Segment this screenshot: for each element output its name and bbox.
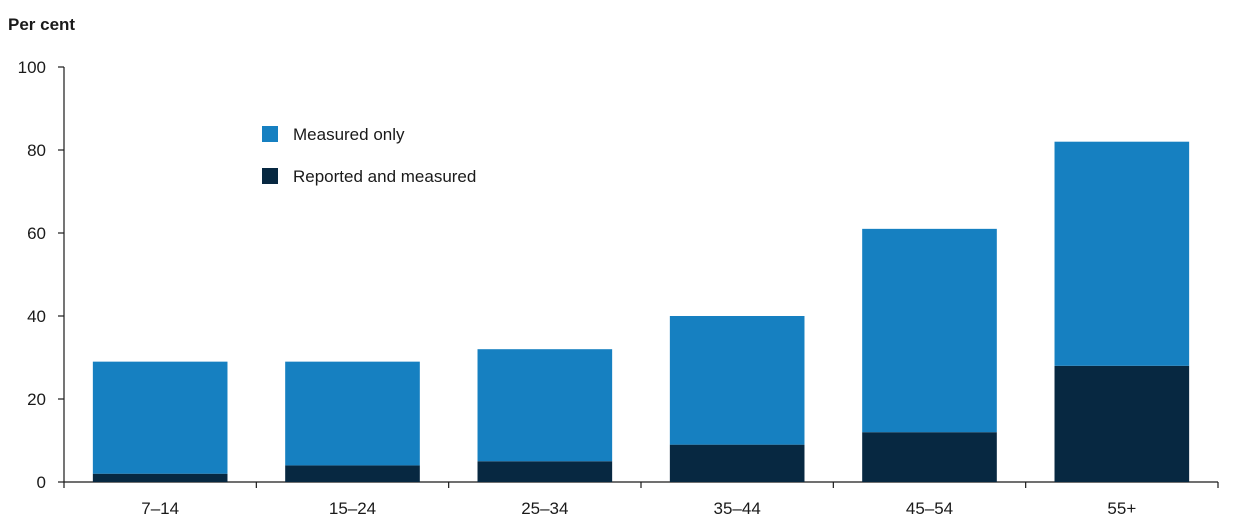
x-tick-label: 25–34 (521, 499, 568, 518)
legend-swatch-reported-and-measured (262, 168, 278, 184)
x-tick-label: 15–24 (329, 499, 376, 518)
x-tick-label: 45–54 (906, 499, 953, 518)
y-tick-label: 100 (18, 58, 46, 77)
measured-only-bar (669, 316, 805, 445)
y-tick-label: 0 (37, 473, 46, 492)
legend-label-measured-only: Measured only (293, 125, 405, 144)
y-tick-label: 60 (27, 224, 46, 243)
y-tick-label: 40 (27, 307, 46, 326)
reported-and-measured-bar (477, 461, 613, 482)
reported-and-measured-bar (92, 473, 228, 482)
y-tick-label: 20 (27, 390, 46, 409)
legend-label-reported-and-measured: Reported and measured (293, 167, 476, 186)
measured-only-bar (862, 228, 997, 433)
x-tick-label: 7–14 (141, 499, 179, 518)
measured-only-bar (285, 361, 420, 466)
legend: Measured only Reported and measured (262, 125, 476, 186)
y-axis: 0 20 40 60 80 100 (18, 58, 65, 492)
measured-only-bar (92, 361, 228, 474)
reported-and-measured-bar (285, 465, 420, 482)
reported-and-measured-bar (669, 444, 805, 482)
reported-and-measured-bar (1054, 365, 1190, 482)
y-axis-title: Per cent (8, 15, 75, 34)
legend-swatch-measured-only (262, 126, 278, 142)
bars (92, 141, 1190, 482)
reported-and-measured-bar (862, 432, 997, 482)
measured-only-bar (477, 349, 613, 462)
x-tick-label: 35–44 (714, 499, 761, 518)
x-axis: 7–14 15–24 25–34 35–44 45–54 55+ (63, 481, 1219, 518)
y-tick-label: 80 (27, 141, 46, 160)
x-tick-label: 55+ (1107, 499, 1136, 518)
measured-only-bar (1054, 141, 1190, 366)
